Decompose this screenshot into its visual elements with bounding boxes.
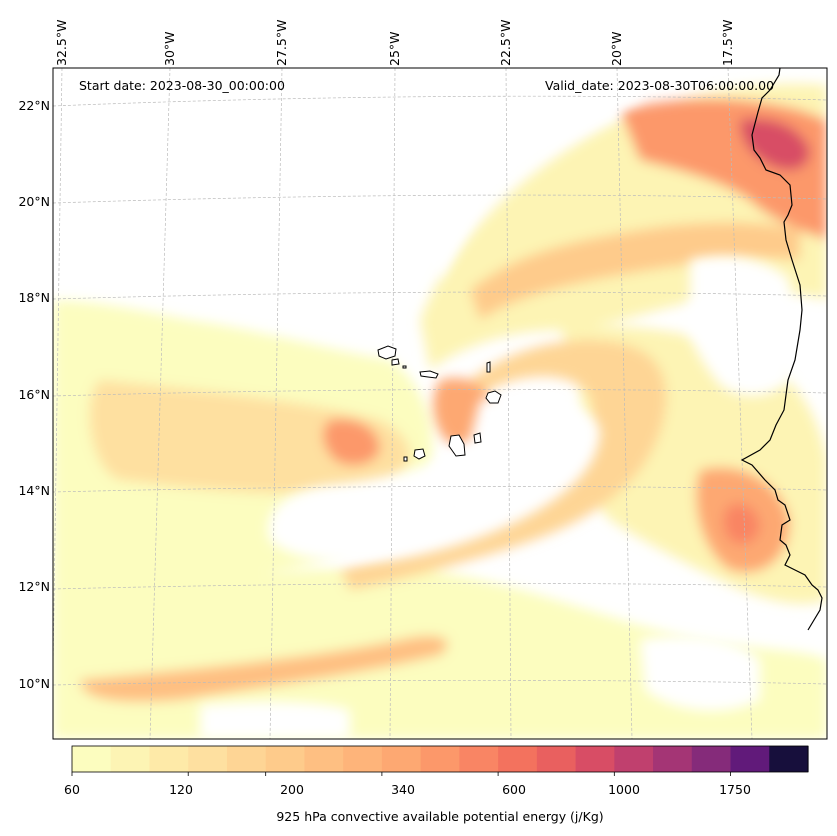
graticule <box>53 68 827 739</box>
colorbar-cell <box>420 746 460 772</box>
africa-coastline <box>740 68 823 631</box>
clear-region-center <box>268 396 600 562</box>
longitude-label: 30°W <box>162 31 177 66</box>
start-date: Start date: 2023-08-30_00:00:00 <box>79 78 285 93</box>
colorbar-cell <box>149 746 189 772</box>
colorbar-tick-label: 60 <box>64 782 80 797</box>
colorbar-tick-label: 120 <box>169 782 193 797</box>
colorbar-tick-label: 200 <box>280 782 304 797</box>
colorbar-cell <box>730 746 770 772</box>
longitude-label: 27.5°W <box>274 19 289 66</box>
colorbar-cell <box>72 746 112 772</box>
longitude-label: 22.5°W <box>498 19 513 66</box>
map-frame <box>52 67 828 740</box>
cape-local-max-west <box>323 419 380 466</box>
colorbar-cell <box>343 746 383 772</box>
colorbar-cell <box>498 746 538 772</box>
colorbar-cell <box>614 746 654 772</box>
clear-region-sw <box>200 701 350 739</box>
cape-band-north-arc <box>470 222 800 320</box>
longitude-label: 17.5°W <box>720 19 735 66</box>
cape-coast-max <box>723 503 760 545</box>
cape-max-north <box>740 118 810 170</box>
colorbar-cell <box>653 746 693 772</box>
colorbar-cell <box>304 746 344 772</box>
latitude-label: 12°N <box>18 579 50 594</box>
colorbar-cell <box>381 746 422 772</box>
clear-region-se <box>640 636 760 711</box>
clear-region-nw <box>53 68 640 280</box>
cape-verde-islands <box>377 345 502 462</box>
colorbar-cell <box>769 746 809 772</box>
latitude-label: 18°N <box>18 290 50 305</box>
colorbar-cell <box>575 746 615 772</box>
valid-date: Valid_date: 2023-08-30T06:00:00.00 <box>545 78 775 93</box>
cape-field <box>53 68 827 739</box>
clear-region-east <box>687 256 790 396</box>
cape-band-middle <box>89 380 410 495</box>
colorbar-tick-label: 600 <box>502 782 526 797</box>
colorbar-tick-label: 1750 <box>719 782 751 797</box>
colorbar-cell <box>536 746 577 772</box>
latitude-label: 14°N <box>18 483 50 498</box>
colorbar-cell <box>188 746 228 772</box>
colorbar-cell <box>691 746 732 772</box>
latitude-label: 22°N <box>18 98 50 113</box>
colorbar-cell <box>110 746 151 772</box>
latitude-label: 16°N <box>18 387 50 402</box>
colorbar-title: 925 hPa convective available potential e… <box>276 809 604 824</box>
colorbar-tick-label: 1000 <box>608 782 640 797</box>
latitude-label: 20°N <box>18 194 50 209</box>
cape-band-arc <box>340 340 667 590</box>
colorbar-cell <box>265 746 306 772</box>
colorbar-cell <box>226 746 267 772</box>
latitude-label: 10°N <box>18 676 50 691</box>
longitude-label: 20°W <box>609 31 624 66</box>
colorbar-cell <box>459 746 499 772</box>
longitude-label: 32.5°W <box>54 19 69 66</box>
cape-band-south <box>80 635 448 702</box>
longitude-label: 25°W <box>387 31 402 66</box>
colorbar-tick-label: 340 <box>391 782 415 797</box>
colorbar <box>71 745 809 776</box>
